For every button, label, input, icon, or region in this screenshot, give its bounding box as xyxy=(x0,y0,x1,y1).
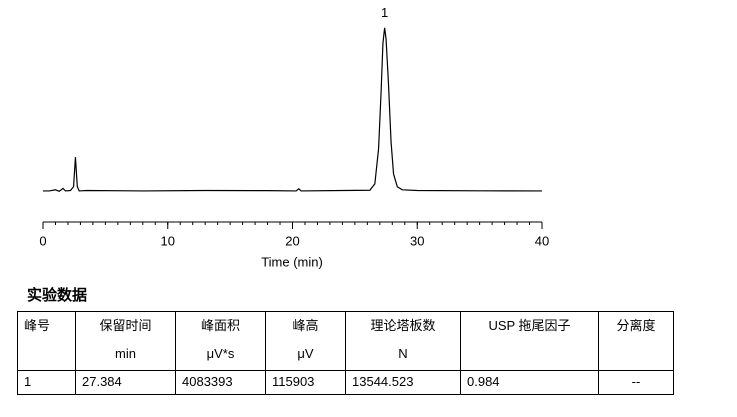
x-tick-label: 0 xyxy=(39,233,46,248)
header-cell: 峰号 xyxy=(17,311,76,371)
data-cell: -- xyxy=(598,370,674,395)
header-text: min xyxy=(115,346,136,361)
header-text: 理论塔板数 xyxy=(370,318,436,333)
data-cell: 13544.523 xyxy=(345,370,461,395)
header-text: 保留时间 xyxy=(99,318,152,333)
header-text: μV*s xyxy=(206,346,235,361)
x-tick-label: 10 xyxy=(161,233,175,248)
header-text: 峰高 xyxy=(292,318,319,333)
header-cell: USP 拖尾因子 xyxy=(460,311,599,371)
data-cell: 115903 xyxy=(265,370,346,395)
header-text: 峰号 xyxy=(24,318,51,333)
chromatogram-line xyxy=(43,27,543,193)
header-cell: 保留时间 min xyxy=(75,311,176,371)
header-text: N xyxy=(398,346,408,361)
table-title: 实验数据 xyxy=(27,287,88,304)
header-cell: 分离度 xyxy=(598,311,674,371)
header-text: USP 拖尾因子 xyxy=(488,318,571,333)
header-cell: 峰面积 μV*s xyxy=(175,311,266,371)
x-tick-label: 20 xyxy=(285,233,299,248)
data-cell: 0.984 xyxy=(460,370,599,395)
header-cell: 峰高 μV xyxy=(265,311,346,371)
header-text: 分离度 xyxy=(616,318,656,333)
header-text: μV xyxy=(297,346,314,361)
results-table: 峰号 保留时间 min 峰面积 μV*s 峰高 μV 理论塔板数 N USP 拖尾因子 分离度 1 27… xyxy=(17,311,674,395)
header-text: 峰面积 xyxy=(200,318,240,333)
data-cell: 1 xyxy=(17,370,76,395)
header-row: 峰号 保留时间 min 峰面积 μV*s 峰高 μV 理论塔板数 N USP 拖尾因子 分离度 xyxy=(17,311,674,371)
data-row: 1 27.384 4083393 115903 13544.523 0.984 -- xyxy=(17,370,674,395)
peak-label: 1 xyxy=(381,5,388,20)
data-cell: 4083393 xyxy=(175,370,266,395)
chart: Time (min) 0 10 20 30 40 1 xyxy=(39,5,549,269)
x-tick-label: 40 xyxy=(535,233,549,248)
data-cell: 27.384 xyxy=(75,370,176,395)
x-axis-label: Time (min) xyxy=(261,254,323,269)
x-tick-label: 30 xyxy=(410,233,424,248)
header-cell: 理论塔板数 N xyxy=(345,311,461,371)
